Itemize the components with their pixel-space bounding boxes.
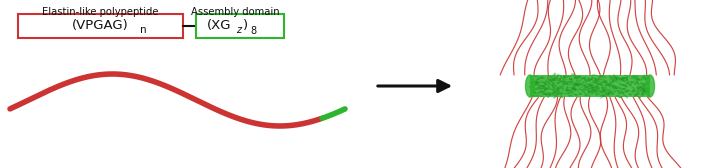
Bar [530,75,650,97]
Text: (XG: (XG [207,19,232,32]
Text: 8: 8 [250,26,256,36]
Ellipse shape [525,75,535,97]
Text: Elastin-like polypeptide: Elastin-like polypeptide [42,7,159,17]
Text: n: n [140,25,147,35]
Bar [530,75,650,97]
Bar [18,14,183,38]
Text: ): ) [243,19,248,32]
Text: (VPGAG): (VPGAG) [72,19,128,32]
Text: Assembly domain: Assembly domain [190,7,280,17]
Bar [196,14,284,38]
Text: z: z [236,25,241,35]
Ellipse shape [646,75,654,97]
